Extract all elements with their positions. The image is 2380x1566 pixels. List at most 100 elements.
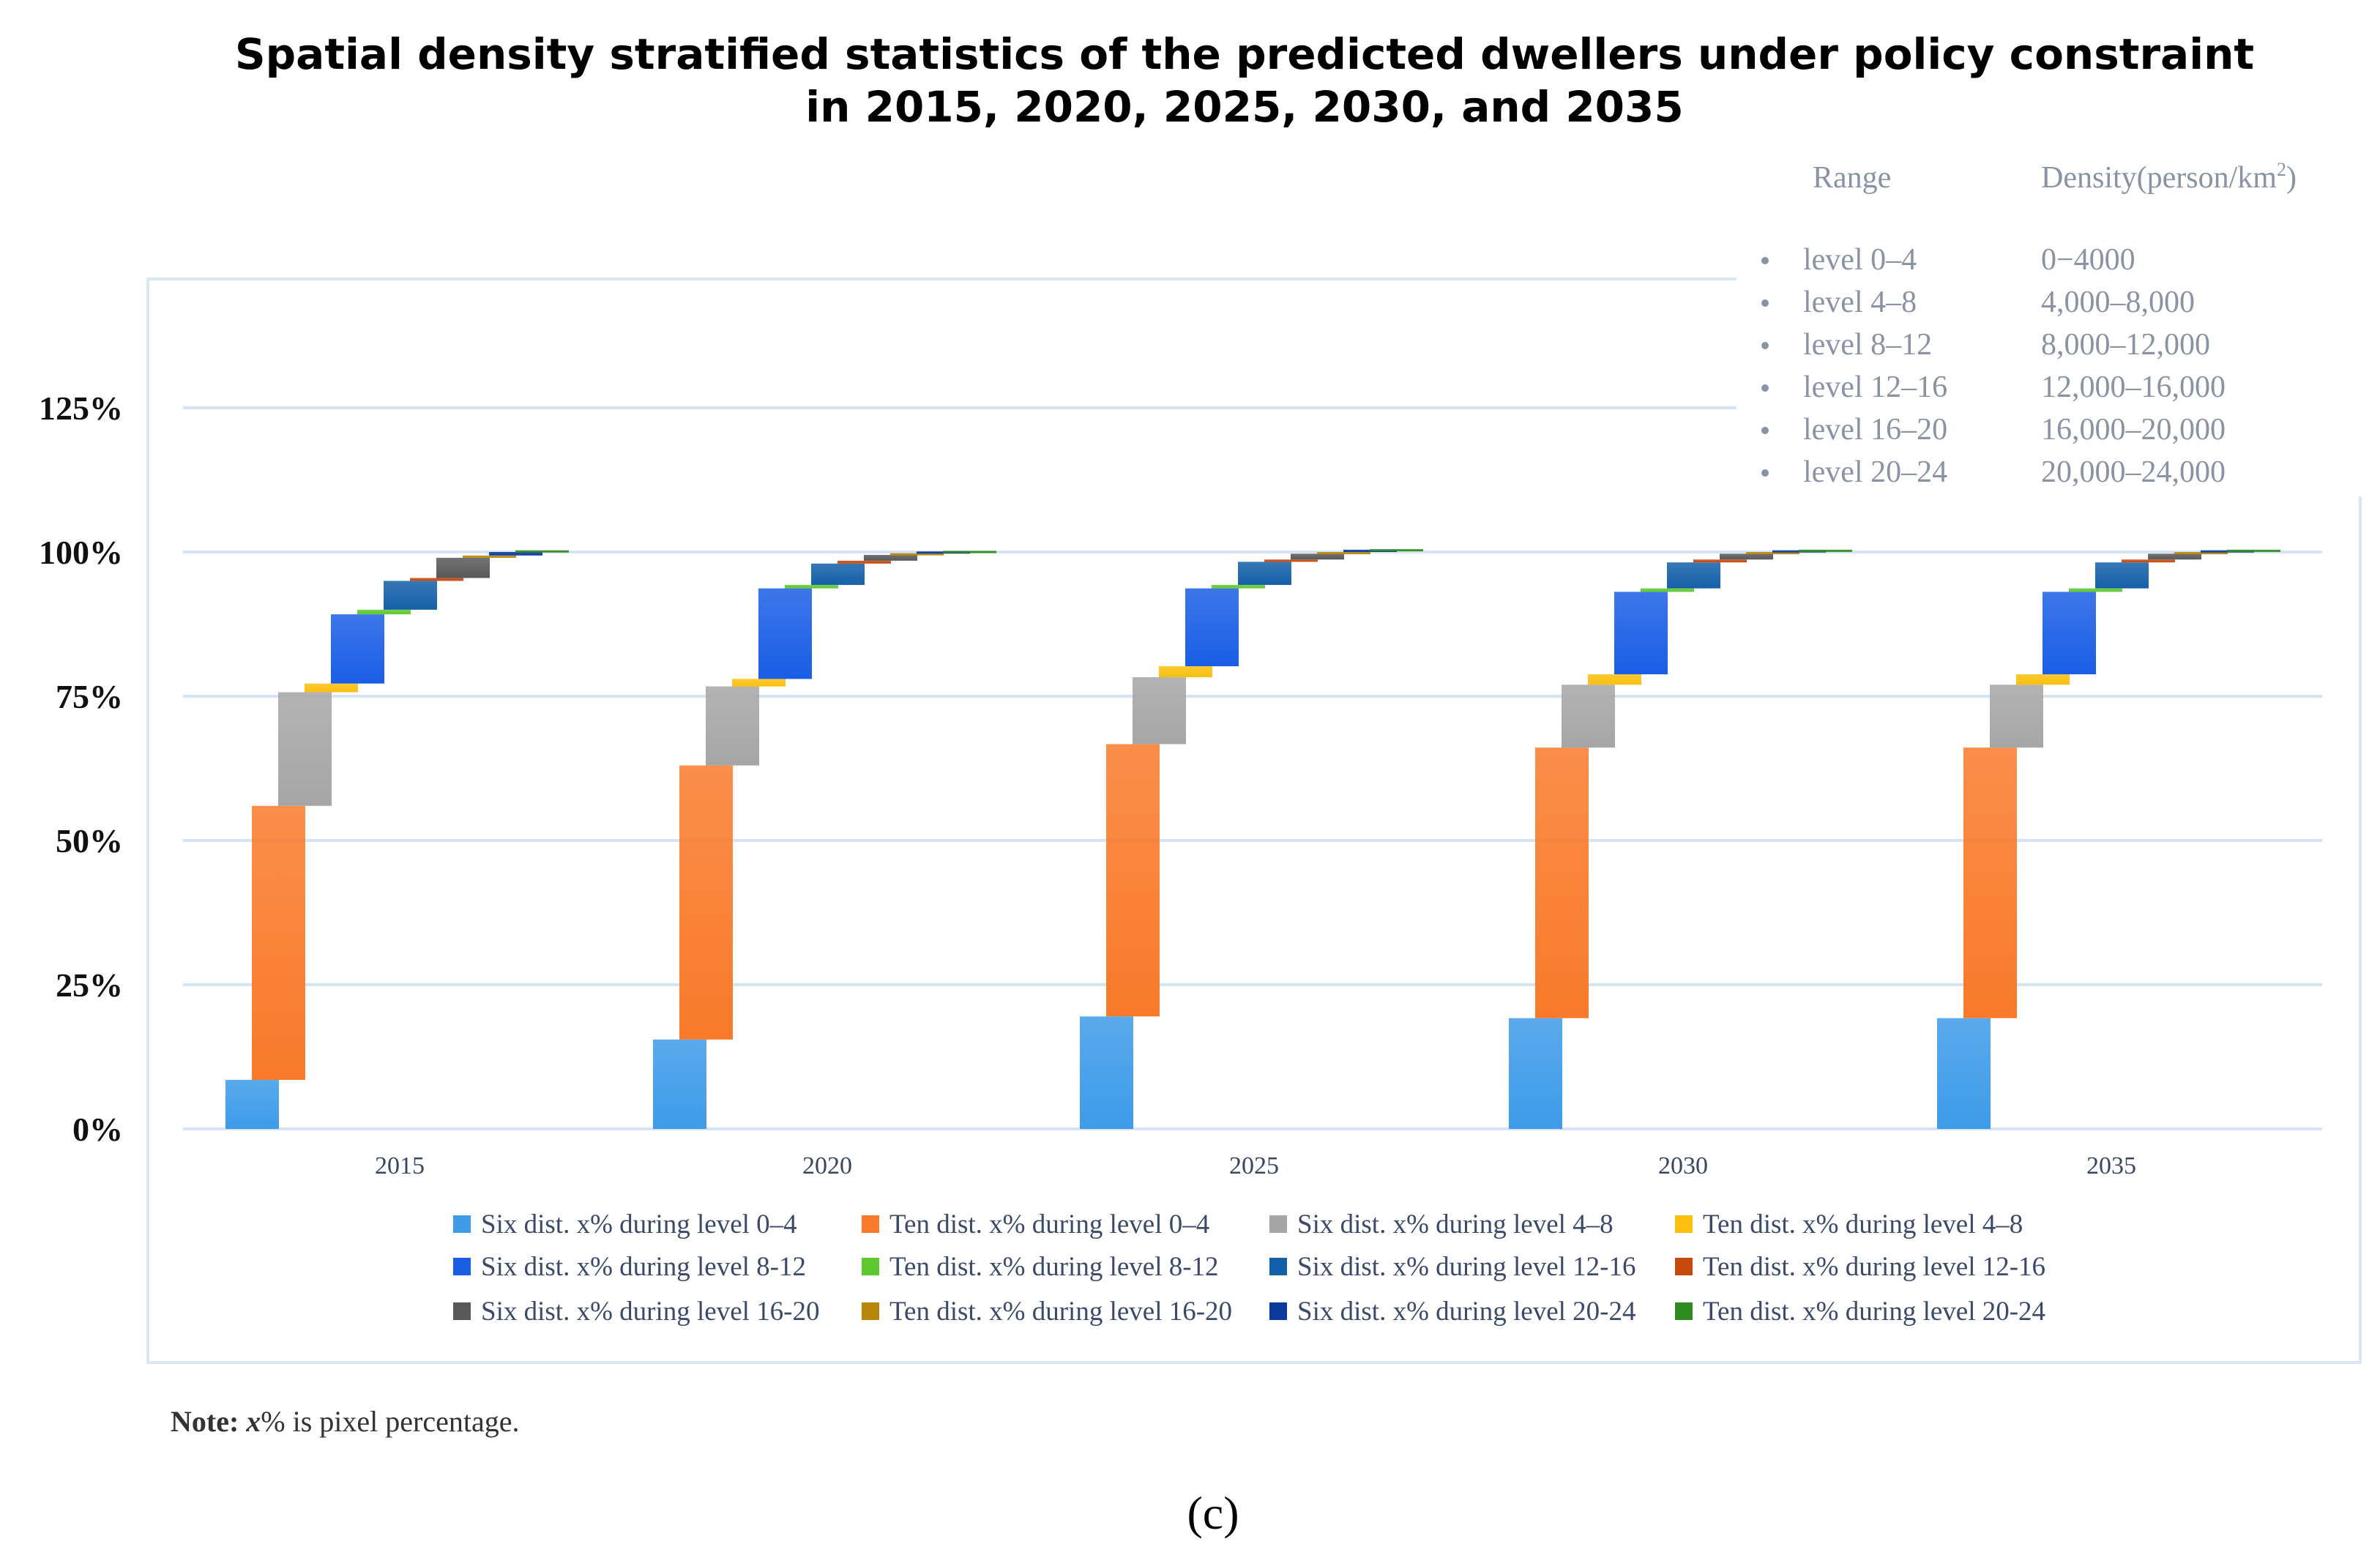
bar-2035-series-8 (2148, 553, 2201, 560)
legend-item: Ten dist. x% during level 0–4 (862, 1209, 1209, 1239)
bar-2035-series-7 (2122, 559, 2175, 563)
legend-swatch (1269, 1302, 1287, 1320)
legend-label: Ten dist. x% during level 12-16 (1703, 1252, 2045, 1282)
bar-2020-series-3 (732, 679, 786, 687)
legend-swatch (1269, 1215, 1287, 1233)
legend-label: Six dist. x% during level 12-16 (1297, 1252, 1635, 1282)
bar-2025-series-7 (1264, 559, 1318, 562)
bar-2030-series-8 (1720, 553, 1773, 560)
legend-swatch (862, 1302, 879, 1320)
bar-2015-series-9 (463, 555, 516, 558)
bar-2030-series-9 (1746, 552, 1799, 554)
bar-2035-series-11 (2227, 549, 2280, 552)
bar-2025-series-11 (1370, 549, 1423, 552)
bar-2025-series-8 (1291, 553, 1344, 560)
bullet-icon (1761, 299, 1769, 307)
legend-label: Ten dist. x% during level 16-20 (889, 1297, 1232, 1327)
range-level: level 20–24 (1803, 455, 1947, 489)
legend-swatch (1675, 1258, 1693, 1275)
bar-2030-series-0 (1509, 1018, 1562, 1129)
range-level: level 4–8 (1803, 286, 1917, 319)
bar-2020-series-5 (785, 584, 838, 589)
bar-2020-series-7 (838, 560, 891, 564)
bar-2015-series-11 (515, 550, 569, 553)
range-level: level 0–4 (1803, 243, 1917, 277)
legend-item: Six dist. x% during level 0–4 (453, 1209, 797, 1239)
bar-2015-series-10 (489, 552, 542, 556)
bar-2035-series-3 (2016, 674, 2070, 685)
y-tick-label: 125% (39, 389, 123, 427)
bar-2025-series-5 (1212, 584, 1265, 589)
y-tick-label: 100% (39, 534, 123, 571)
range-level: level 12–16 (1803, 370, 1947, 404)
legend-swatch (453, 1258, 471, 1275)
bar-2025-series-2 (1133, 676, 1186, 745)
note: Note: x% is pixel percentage. (171, 1405, 519, 1438)
legend-swatch (862, 1215, 879, 1233)
legend-item: Ten dist. x% during level 16-20 (862, 1297, 1232, 1327)
range-row: level 8–12 8,000–12,000 (1761, 328, 2210, 362)
bar-2015-series-4 (331, 614, 384, 684)
legend-label: Ten dist. x% during level 4–8 (1703, 1209, 2023, 1239)
bar-2020-series-1 (679, 765, 733, 1040)
bullet-icon (1761, 257, 1769, 264)
y-axis-ticks: 0% 25% 50% 75% 100% 125% (39, 389, 123, 1148)
bar-2015-series-5 (357, 609, 411, 615)
legend-swatch (1675, 1215, 1693, 1233)
bar-2030-series-2 (1562, 685, 1615, 748)
bar-2020-series-8 (864, 554, 917, 561)
legend-item: Six dist. x% during level 20-24 (1269, 1297, 1635, 1327)
bar-2025-series-1 (1106, 744, 1160, 1017)
bar-2030-series-4 (1614, 592, 1668, 675)
bar-2030-series-5 (1641, 588, 1694, 592)
bar-2015-series-8 (436, 557, 490, 578)
legend-label: Ten dist. x% during level 0–4 (889, 1209, 1209, 1239)
y-tick-label: 25% (56, 966, 123, 1004)
x-tick-label: 2035 (2086, 1152, 2136, 1179)
chart-frame (146, 277, 2362, 1364)
range-row: level 12–16 12,000–16,000 (1761, 370, 2226, 404)
range-row: level 4–8 4,000–8,000 (1761, 286, 2195, 319)
x-tick-label: 2015 (375, 1152, 425, 1179)
bar-2035-series-2 (1990, 685, 2043, 748)
legend-item: Six dist. x% during level 12-16 (1269, 1252, 1635, 1282)
legend-label: Six dist. x% during level 4–8 (1297, 1209, 1614, 1239)
legend-label: Six dist. x% during level 16-20 (481, 1297, 819, 1327)
bullet-icon (1761, 342, 1769, 349)
range-row: level 16–20 16,000–20,000 (1761, 413, 2226, 447)
legend: Six dist. x% during level 0–4 Ten dist. x… (453, 1209, 2045, 1327)
legend-label: Six dist. x% during level 20-24 (1297, 1297, 1635, 1327)
density-header: Density(person/km2) (2041, 159, 2297, 195)
chart-title-line2: in 2015, 2020, 2025, 2030, and 2035 (805, 82, 1684, 132)
range-density: 4,000–8,000 (2041, 286, 2195, 319)
y-tick-label: 50% (56, 822, 123, 860)
figure-caption: (c) (1187, 1487, 1239, 1539)
bar-2030-series-3 (1588, 674, 1641, 685)
legend-swatch (1269, 1258, 1287, 1275)
bar-2035-series-0 (1937, 1018, 1991, 1129)
bar-2020-series-4 (758, 588, 812, 679)
legend-item: Ten dist. x% during level 4–8 (1675, 1209, 2023, 1239)
legend-label: Six dist. x% during level 8-12 (481, 1252, 806, 1282)
bar-2015-series-6 (384, 581, 437, 610)
range-header: Range (1813, 161, 1891, 195)
legend-label: Ten dist. x% during level 20-24 (1703, 1297, 2045, 1327)
legend-item: Six dist. x% during level 16-20 (453, 1297, 819, 1327)
bar-2015-series-0 (225, 1080, 279, 1129)
bars (225, 549, 2280, 1129)
bar-2025-series-0 (1080, 1016, 1133, 1129)
bar-2030-series-11 (1799, 549, 1852, 552)
legend-label: Six dist. x% during level 0–4 (481, 1209, 797, 1239)
x-axis-ticks: 2015 2020 2025 2030 2035 (375, 1152, 2136, 1179)
range-table: Range Density(person/km2) level 0–4 0−400… (1736, 138, 2366, 496)
x-tick-label: 2025 (1229, 1152, 1279, 1179)
bar-2020-series-2 (706, 686, 759, 766)
chart-title-line1: Spatial density stratified statistics of… (235, 29, 2254, 79)
legend-swatch (862, 1258, 879, 1275)
bar-2015-series-2 (278, 692, 332, 806)
bullet-icon (1761, 427, 1769, 434)
x-tick-label: 2020 (802, 1152, 852, 1179)
legend-item: Six dist. x% during level 8-12 (453, 1252, 806, 1282)
bar-2020-series-6 (811, 563, 865, 585)
bar-2020-series-0 (653, 1039, 706, 1129)
